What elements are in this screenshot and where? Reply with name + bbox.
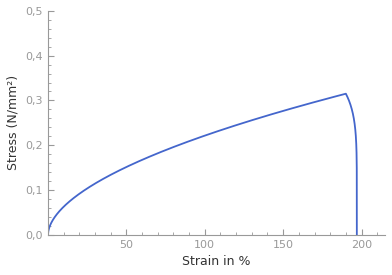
Y-axis label: Stress (N/mm²): Stress (N/mm²) — [7, 75, 20, 170]
X-axis label: Strain in %: Strain in % — [182, 255, 251, 268]
